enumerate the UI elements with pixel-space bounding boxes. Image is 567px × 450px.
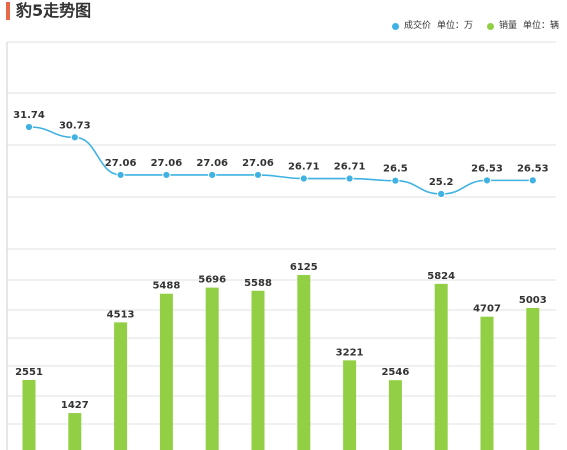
price-data-label: 27.06 bbox=[151, 158, 183, 169]
bar bbox=[68, 413, 82, 450]
price-point bbox=[253, 170, 263, 180]
price-data-label: 26.53 bbox=[471, 163, 503, 174]
price-data-label: 27.06 bbox=[105, 158, 137, 169]
bar bbox=[205, 287, 219, 450]
bar bbox=[251, 290, 265, 450]
legend-item-sales: 销量 单位：辆 bbox=[486, 20, 559, 32]
bar bbox=[114, 322, 128, 450]
bar bbox=[297, 275, 311, 450]
price-data-label: 27.06 bbox=[242, 158, 274, 169]
bar-data-label: 5824 bbox=[427, 271, 455, 282]
price-point bbox=[162, 170, 171, 180]
price-point bbox=[391, 176, 400, 185]
price-data-label: 31.74 bbox=[13, 110, 45, 121]
bar bbox=[22, 380, 36, 450]
legend-item-price: 成交价 单位：万 bbox=[391, 20, 473, 32]
bar bbox=[480, 316, 494, 450]
price-point bbox=[24, 122, 34, 132]
legend-unit-price: 单位：万 bbox=[436, 21, 473, 31]
price-point bbox=[208, 170, 217, 180]
bar bbox=[434, 283, 448, 450]
bar-data-label: 5696 bbox=[198, 275, 226, 286]
legend-unit-sales: 单位：辆 bbox=[522, 21, 559, 31]
legend-label-sales: 销量 bbox=[498, 21, 517, 31]
legend-label-price: 成交价 bbox=[403, 21, 431, 31]
chart-title: 豹5走势图 bbox=[16, 1, 92, 20]
price-point bbox=[437, 189, 446, 199]
legend: 成交价 单位：万 销量 单位：辆 bbox=[378, 20, 559, 32]
bar-data-label: 4707 bbox=[473, 304, 501, 315]
price-point bbox=[345, 174, 354, 183]
bar-data-label: 5003 bbox=[519, 295, 547, 306]
bar-data-label: 1427 bbox=[61, 400, 89, 411]
price-point bbox=[116, 170, 125, 180]
bar bbox=[526, 307, 540, 450]
bar bbox=[343, 360, 357, 450]
price-point bbox=[482, 176, 492, 185]
bar bbox=[388, 380, 402, 450]
price-data-label: 27.06 bbox=[196, 158, 228, 169]
price-data-label: 26.71 bbox=[334, 162, 366, 173]
legend-dot-price bbox=[391, 22, 399, 30]
bar-data-label: 5488 bbox=[152, 281, 180, 292]
bar-data-label: 3221 bbox=[336, 347, 364, 358]
bar-data-label: 6125 bbox=[290, 262, 318, 273]
price-point bbox=[70, 133, 79, 142]
price-data-label: 26.71 bbox=[288, 162, 320, 173]
price-point bbox=[299, 174, 308, 183]
price-data-label: 26.53 bbox=[517, 163, 549, 174]
bar bbox=[159, 293, 173, 450]
bar-data-label: 2551 bbox=[15, 367, 43, 378]
price-data-label: 26.5 bbox=[383, 164, 408, 175]
bar-data-label: 5588 bbox=[244, 278, 272, 289]
bar-data-label: 2546 bbox=[381, 367, 409, 378]
price-data-label: 30.73 bbox=[59, 120, 91, 131]
price-data-label: 25.2 bbox=[429, 177, 454, 188]
price-point bbox=[528, 176, 537, 185]
title-accent-bar bbox=[6, 2, 10, 20]
legend-dot-sales bbox=[486, 22, 494, 30]
bar-data-label: 4513 bbox=[107, 309, 135, 320]
